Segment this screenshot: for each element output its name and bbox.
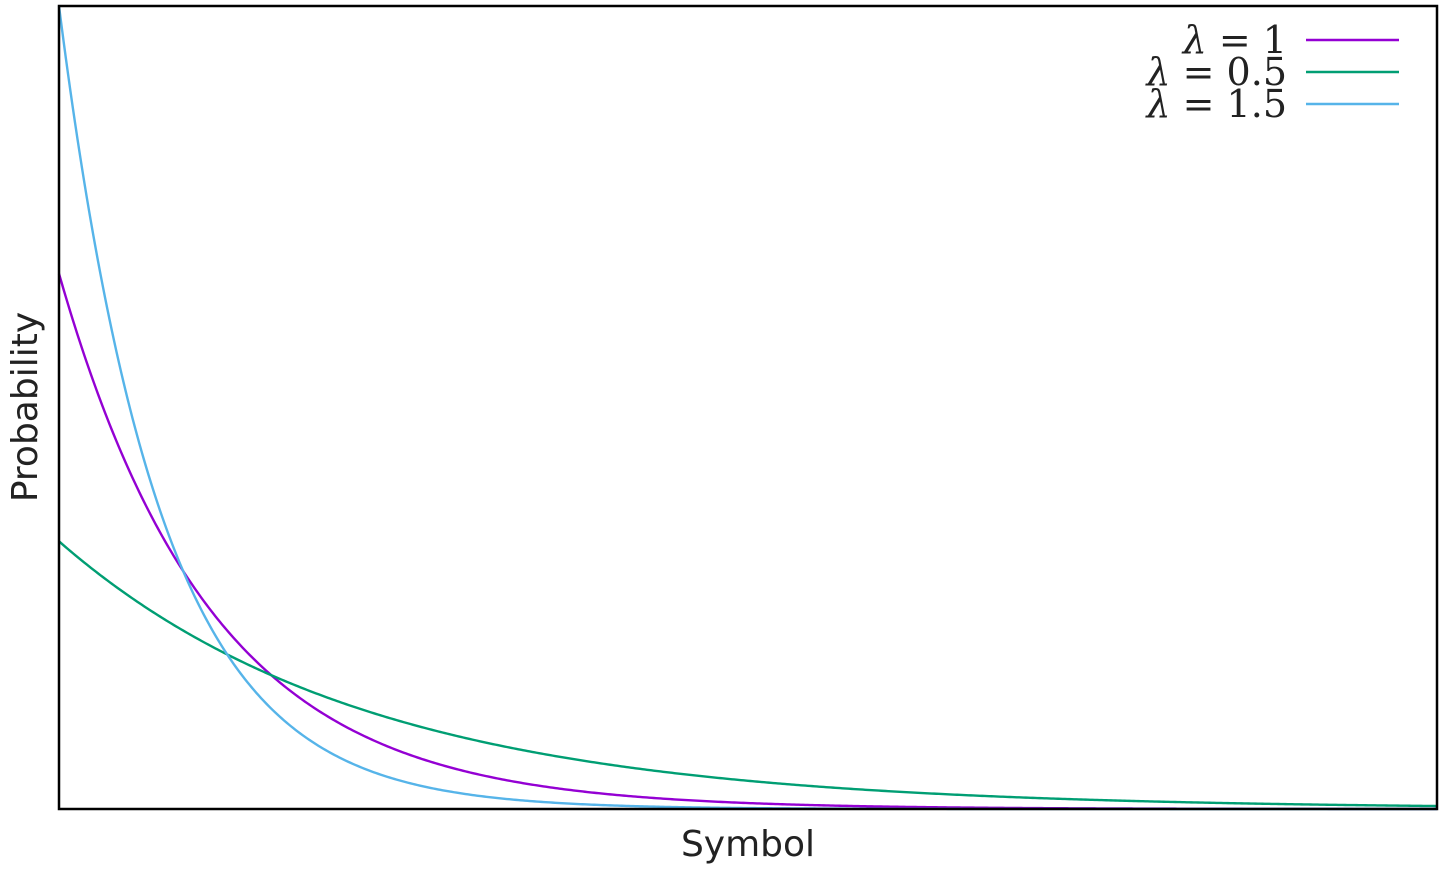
- legend-label-2: λ = 0.5: [1144, 50, 1287, 94]
- legend: λ = 1λ = 0.5λ = 1.5: [1144, 18, 1399, 126]
- legend-entry-1: λ = 1: [1181, 18, 1399, 62]
- x-axis-label: Symbol: [681, 824, 815, 865]
- series-line-2: [58, 540, 1438, 808]
- legend-label-3: λ = 1.5: [1144, 82, 1287, 126]
- series-lines: [57, 5, 1438, 811]
- series-line-3: [57, 5, 1437, 811]
- y-axis-label: Probability: [5, 312, 46, 502]
- legend-entry-2: λ = 0.5: [1144, 50, 1399, 94]
- legend-entry-3: λ = 1.5: [1144, 82, 1399, 126]
- legend-label-1: λ = 1: [1181, 18, 1287, 62]
- plot-frame: [57, 4, 1439, 811]
- series-line-1: [57, 273, 1437, 811]
